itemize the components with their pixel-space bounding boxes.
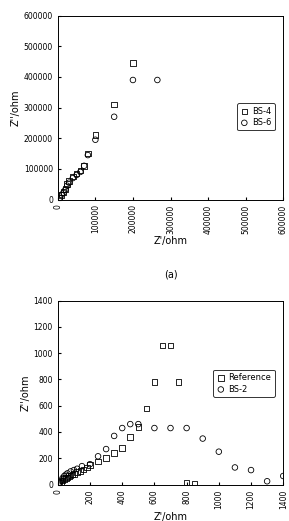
BS-2 <box>80 462 84 470</box>
BS-6 <box>59 191 64 199</box>
Legend: BS-4, BS-6: BS-4, BS-6 <box>237 103 275 130</box>
BS-4 <box>61 188 66 196</box>
Reference <box>160 341 165 350</box>
BS-2 <box>57 478 62 487</box>
BS-6 <box>86 151 90 159</box>
BS-2 <box>152 424 157 432</box>
BS-2 <box>75 465 79 473</box>
BS-2 <box>281 472 286 480</box>
Y-axis label: Z''/ohm: Z''/ohm <box>11 89 21 126</box>
BS-2 <box>65 469 70 478</box>
Reference <box>81 465 86 474</box>
BS-2 <box>112 432 116 440</box>
BS-4 <box>67 177 71 185</box>
BS-6 <box>74 171 79 179</box>
Reference <box>60 476 65 485</box>
BS-2 <box>233 463 237 472</box>
BS-4 <box>78 166 83 175</box>
BS-4 <box>71 172 75 181</box>
Reference <box>67 472 71 480</box>
BS-2 <box>56 480 61 488</box>
Y-axis label: Z''/ohm: Z''/ohm <box>21 375 31 411</box>
BS-4 <box>86 150 90 158</box>
BS-2 <box>216 448 221 456</box>
Text: (a): (a) <box>164 269 177 279</box>
BS-2 <box>104 445 108 453</box>
BS-2 <box>168 424 173 432</box>
BS-6 <box>131 76 135 84</box>
BS-2 <box>184 424 189 432</box>
BS-2 <box>72 466 76 474</box>
Reference <box>59 478 63 486</box>
BS-4 <box>82 162 86 170</box>
BS-6 <box>61 189 66 197</box>
Reference <box>176 378 181 386</box>
BS-2 <box>128 420 133 428</box>
Reference <box>84 463 89 472</box>
Reference <box>152 378 157 386</box>
BS-2 <box>200 435 205 443</box>
BS-2 <box>120 424 125 432</box>
BS-6 <box>93 135 98 144</box>
Reference <box>88 461 92 469</box>
BS-4 <box>74 169 79 178</box>
Reference <box>75 468 79 476</box>
BS-6 <box>57 194 62 202</box>
BS-4 <box>57 194 62 202</box>
Reference <box>128 433 133 441</box>
Reference <box>136 423 141 431</box>
BS-4 <box>131 59 135 67</box>
BS-6 <box>65 181 69 190</box>
Reference <box>68 471 73 479</box>
X-axis label: Z'/ohm: Z'/ohm <box>153 512 188 521</box>
BS-4 <box>59 191 64 199</box>
Reference <box>70 470 75 479</box>
BS-4 <box>93 131 98 139</box>
Reference <box>72 470 76 478</box>
BS-2 <box>88 460 92 468</box>
BS-2 <box>59 476 63 485</box>
BS-2 <box>96 452 100 461</box>
BS-6 <box>63 185 68 194</box>
Reference <box>112 449 116 457</box>
Reference <box>64 474 68 482</box>
BS-6 <box>82 162 86 170</box>
BS-2 <box>62 472 66 480</box>
BS-6 <box>155 76 160 84</box>
Reference <box>104 454 108 463</box>
Reference <box>168 341 173 350</box>
BS-2 <box>136 420 141 428</box>
Reference <box>184 478 189 487</box>
BS-2 <box>249 466 253 474</box>
BS-4 <box>112 101 116 109</box>
BS-2 <box>60 474 65 482</box>
Reference <box>96 457 100 466</box>
Legend: Reference, BS-2: Reference, BS-2 <box>213 370 275 397</box>
X-axis label: Z'/ohm: Z'/ohm <box>153 237 188 246</box>
BS-6 <box>112 113 116 121</box>
Reference <box>78 467 83 475</box>
BS-6 <box>67 179 71 187</box>
Reference <box>57 479 62 487</box>
Reference <box>192 480 197 488</box>
BS-4 <box>63 184 68 193</box>
Reference <box>65 473 70 481</box>
BS-2 <box>265 477 269 486</box>
BS-6 <box>78 168 83 176</box>
Reference <box>62 475 66 483</box>
Reference <box>120 443 125 452</box>
BS-2 <box>68 467 73 476</box>
BS-6 <box>71 174 75 182</box>
Reference <box>144 404 149 413</box>
BS-4 <box>65 180 69 189</box>
BS-2 <box>64 470 68 479</box>
